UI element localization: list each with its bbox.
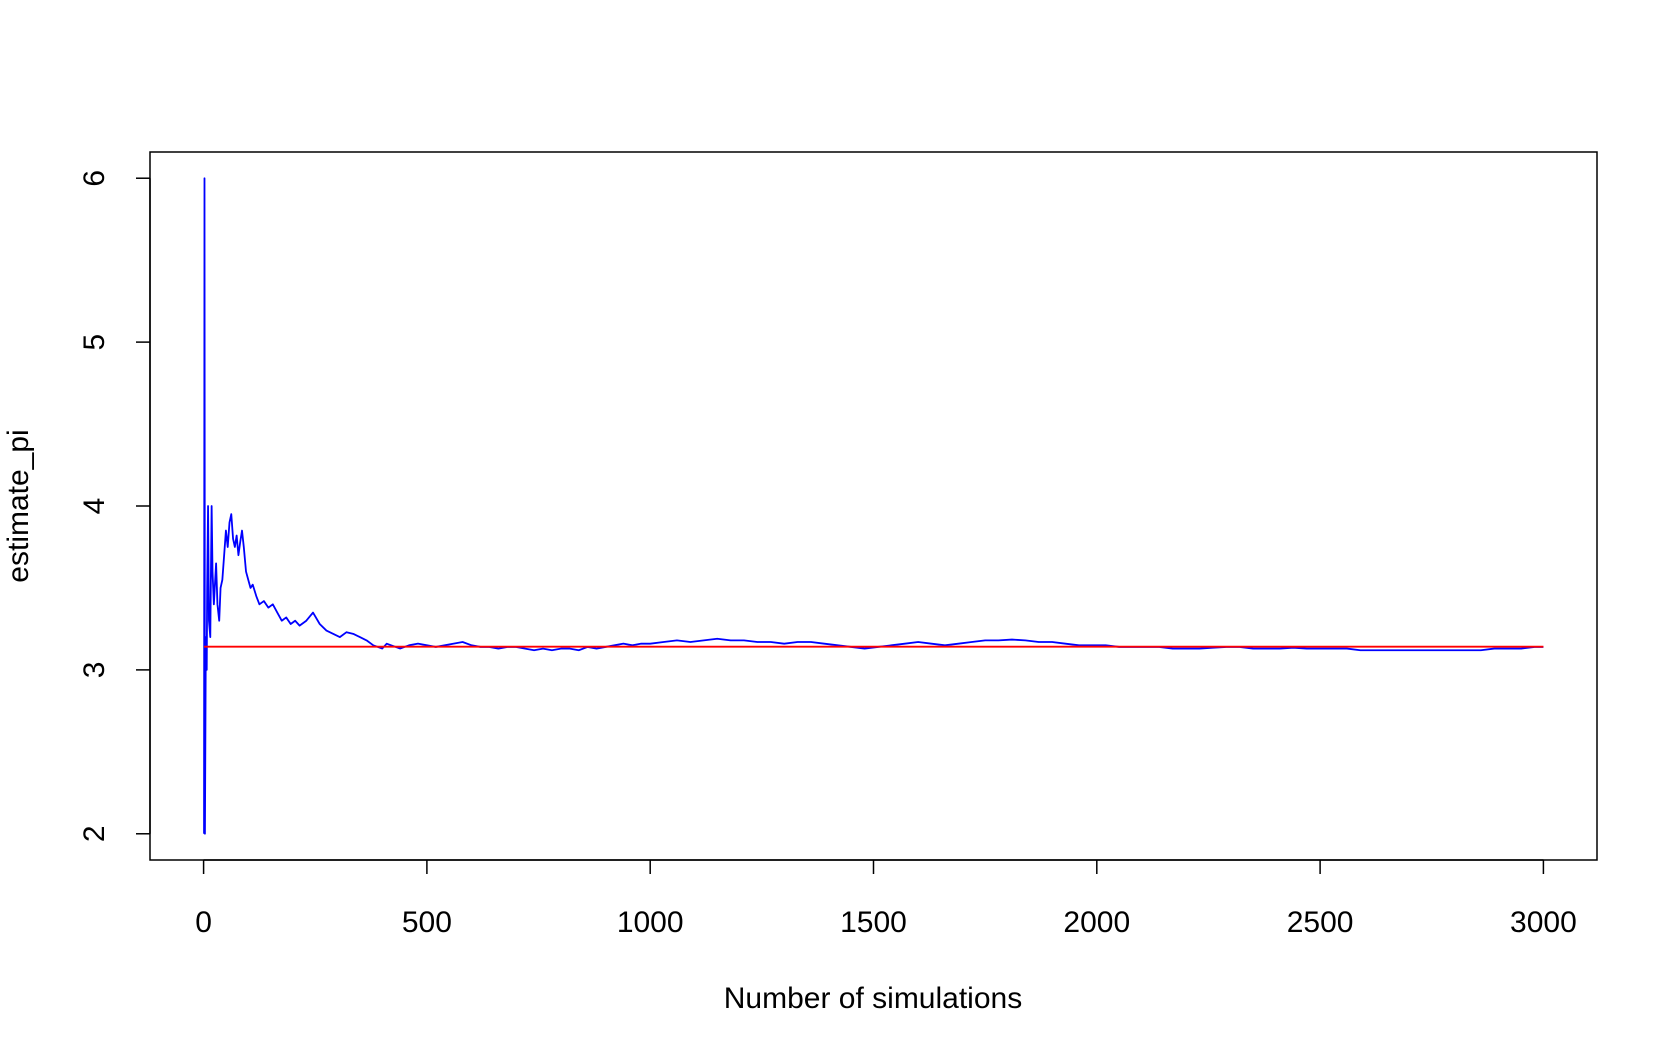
x-tick-label: 2000 (1063, 906, 1130, 939)
y-axis: 2 3 4 5 6 (78, 170, 151, 842)
y-tick-label: 3 (78, 662, 111, 679)
x-tick-label: 500 (402, 906, 452, 939)
y-axis-title: estimate_pi (2, 429, 35, 582)
x-tick-label: 2500 (1287, 906, 1354, 939)
y-tick-label: 2 (78, 825, 111, 842)
series-layer (203, 177, 1544, 835)
x-axis-title: Number of simulations (724, 982, 1022, 1015)
x-tick-label: 1000 (617, 906, 684, 939)
x-axis: 0 500 1000 1500 2000 2500 3000 (195, 859, 1577, 939)
x-tick-label: 3000 (1510, 906, 1577, 939)
x-tick-label: 1500 (840, 906, 907, 939)
x-tick-label: 0 (195, 906, 212, 939)
y-tick-label: 6 (78, 170, 111, 187)
series-line-0 (203, 177, 1544, 835)
y-tick-label: 5 (78, 334, 111, 351)
y-tick-label: 4 (78, 498, 111, 515)
